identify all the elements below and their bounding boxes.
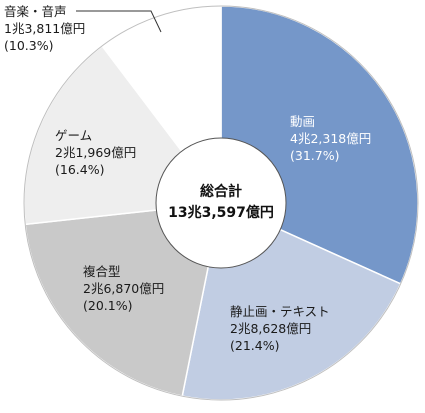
slice-label-value-2: 2兆8,628億円 [230,321,311,336]
pie-outline [23,5,419,401]
slice-labels: 動画 4兆2,318億円 (31.7%) 静止画・テキスト 2兆8,628億円 (21.4… [4,4,371,353]
slice-label-percent-2: (21.4%) [230,338,279,353]
slice-label-name-5: 音楽・音声 [4,4,67,19]
slice-label-percent-1: (31.7%) [290,148,339,163]
center-value: 13兆3,597億円 [168,204,274,221]
slice-label-value-3: 2兆6,870億円 [83,281,164,296]
leader-line-music [76,10,162,33]
slice-label-percent-3: (20.1%) [83,298,132,313]
leader-lines [76,10,162,33]
slice-label-percent-5: (10.3%) [4,38,53,53]
slice-label-value-5: 1兆3,811億円 [4,21,85,36]
slice-label-name-2: 静止画・テキスト [230,304,330,319]
slice-label-percent-4: (16.4%) [55,162,104,177]
slice-label-name-3: 複合型 [83,264,121,279]
slice-label-value-4: 2兆1,969億円 [55,145,136,160]
slice-label-name-4: ゲーム [55,128,92,143]
center-label: 総合計 [200,183,242,200]
center-circle [155,137,287,269]
slice-label-name-1: 動画 [290,114,315,129]
slice-label-value-1: 4兆2,318億円 [290,131,371,146]
